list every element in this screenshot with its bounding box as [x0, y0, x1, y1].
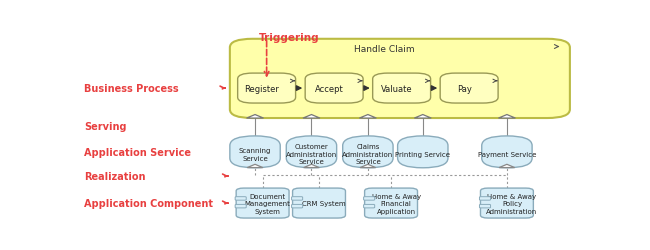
Text: Application Component: Application Component: [84, 198, 213, 208]
FancyBboxPatch shape: [230, 136, 280, 168]
FancyBboxPatch shape: [480, 197, 491, 200]
Text: Realization: Realization: [84, 171, 145, 181]
FancyBboxPatch shape: [286, 136, 337, 168]
FancyBboxPatch shape: [398, 136, 448, 168]
FancyBboxPatch shape: [235, 197, 246, 200]
Polygon shape: [359, 115, 376, 118]
Text: Printing Service: Printing Service: [395, 151, 450, 157]
Text: Claims
Administration
Service: Claims Administration Service: [343, 144, 393, 165]
Text: Application Service: Application Service: [84, 147, 190, 157]
FancyBboxPatch shape: [363, 204, 374, 208]
Polygon shape: [303, 115, 320, 118]
FancyBboxPatch shape: [230, 40, 570, 118]
Polygon shape: [499, 115, 515, 118]
Polygon shape: [247, 165, 263, 168]
FancyBboxPatch shape: [238, 74, 296, 104]
Text: Payment Service: Payment Service: [478, 151, 536, 157]
Text: Valuate: Valuate: [381, 84, 412, 93]
Text: Scanning
Service: Scanning Service: [239, 148, 271, 161]
Text: Home & Away
Financial
Application: Home & Away Financial Application: [372, 193, 421, 214]
FancyBboxPatch shape: [236, 188, 289, 218]
FancyBboxPatch shape: [292, 188, 345, 218]
Text: Accept: Accept: [315, 84, 343, 93]
Text: Pay: Pay: [457, 84, 471, 93]
FancyBboxPatch shape: [365, 188, 417, 218]
Text: Home & Away
Policy
Administration: Home & Away Policy Administration: [486, 193, 538, 214]
Text: Customer
Administration
Service: Customer Administration Service: [286, 144, 337, 165]
Text: Register: Register: [244, 84, 279, 93]
FancyBboxPatch shape: [482, 136, 532, 168]
Text: Handle Claim: Handle Claim: [354, 44, 415, 54]
Text: Document
Management
System: Document Management System: [244, 193, 291, 214]
FancyBboxPatch shape: [363, 197, 374, 200]
FancyBboxPatch shape: [480, 204, 491, 208]
FancyBboxPatch shape: [305, 74, 363, 104]
Text: CRM System: CRM System: [302, 200, 346, 206]
Polygon shape: [499, 165, 515, 168]
Polygon shape: [304, 165, 319, 168]
Text: Serving: Serving: [84, 121, 126, 131]
FancyBboxPatch shape: [480, 188, 534, 218]
Text: Triggering: Triggering: [259, 33, 320, 43]
FancyBboxPatch shape: [343, 136, 393, 168]
Polygon shape: [414, 115, 431, 118]
FancyBboxPatch shape: [440, 74, 498, 104]
Polygon shape: [246, 115, 263, 118]
FancyBboxPatch shape: [292, 204, 303, 208]
FancyBboxPatch shape: [235, 204, 246, 208]
FancyBboxPatch shape: [292, 197, 303, 200]
Polygon shape: [360, 165, 376, 168]
Text: Business Process: Business Process: [84, 84, 178, 94]
FancyBboxPatch shape: [372, 74, 430, 104]
